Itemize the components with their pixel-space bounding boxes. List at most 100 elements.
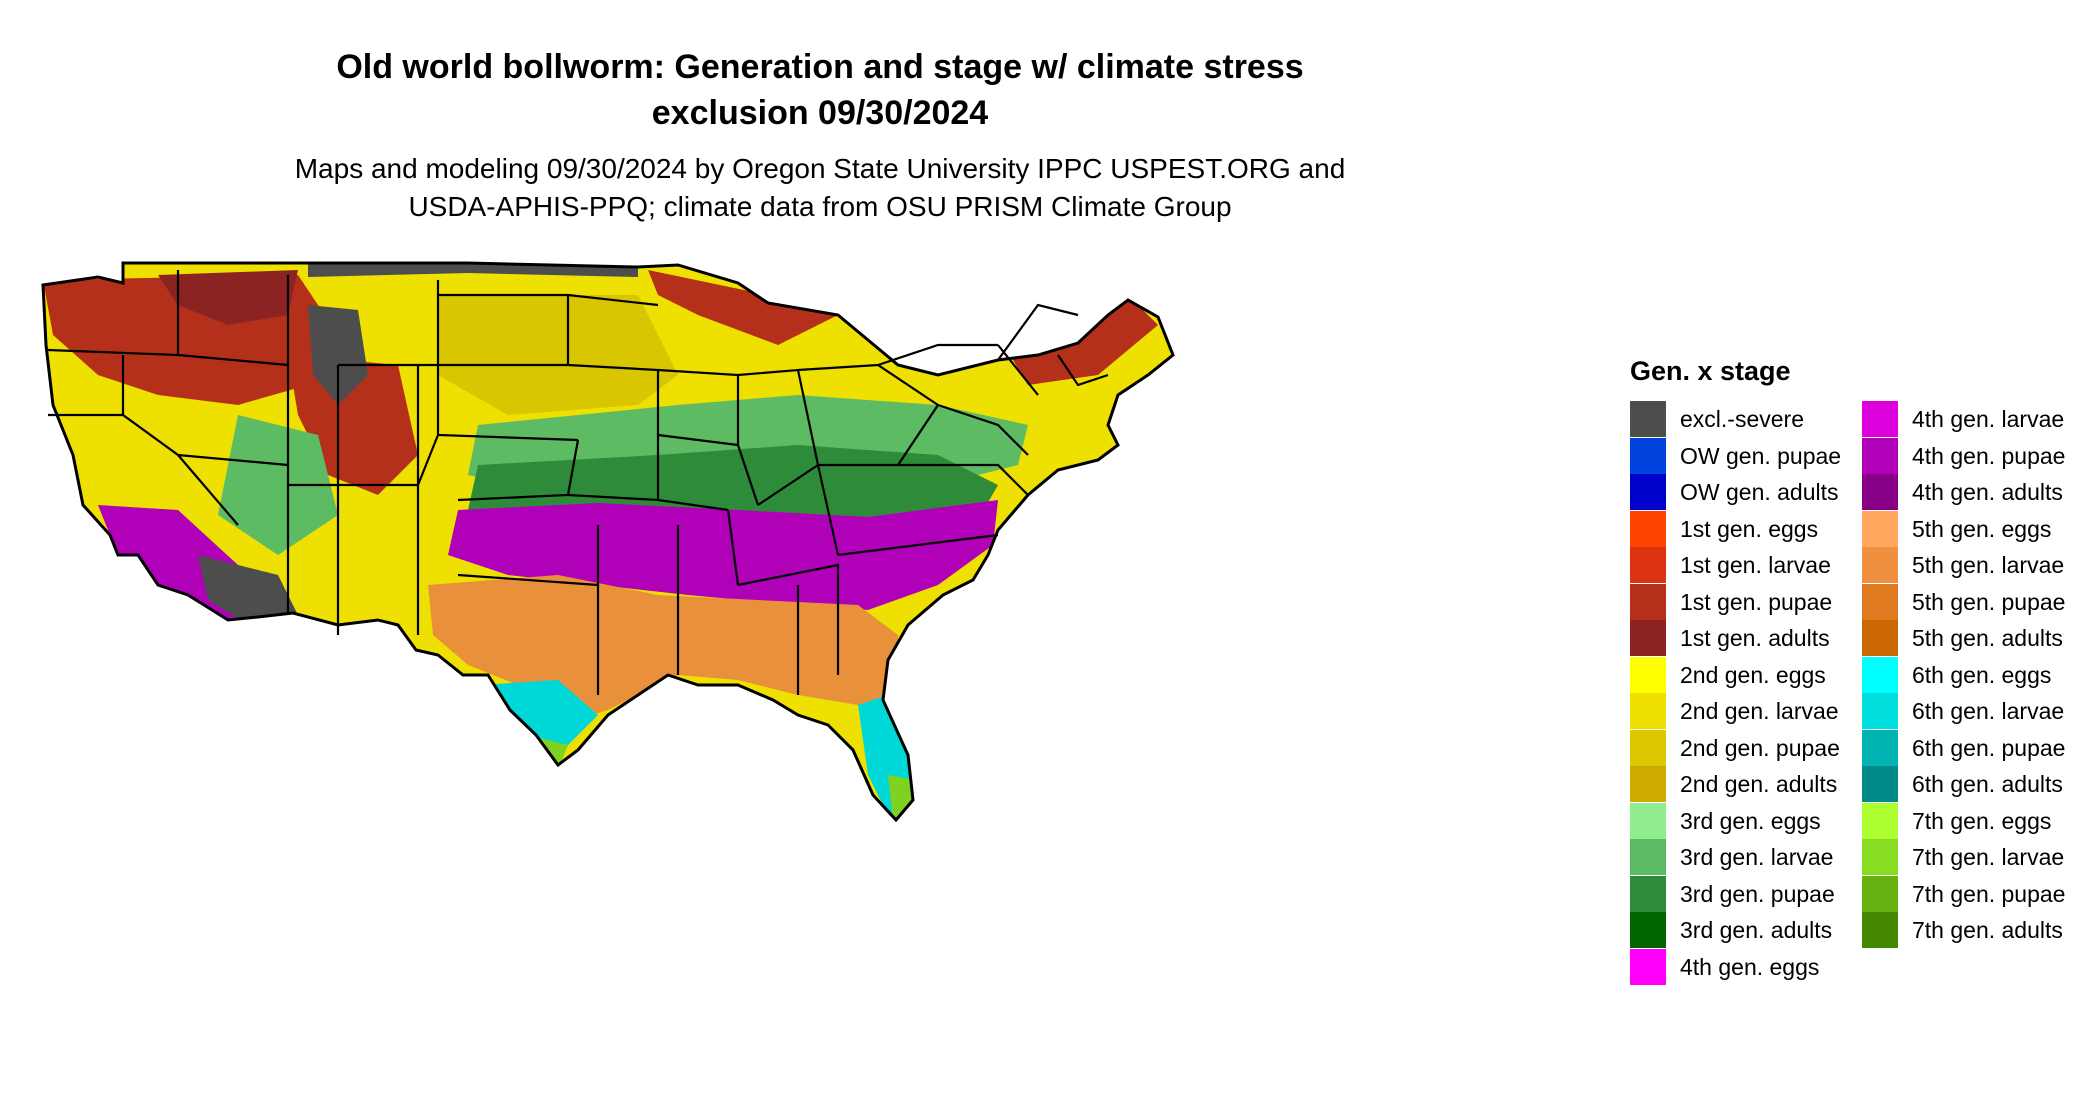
legend-item: 7th gen. eggs [1862, 802, 2092, 839]
legend-swatch [1862, 474, 1898, 510]
legend-swatch [1630, 729, 1666, 766]
legend-swatch [1630, 839, 1666, 875]
legend-item: excl.-severe [1630, 401, 1860, 437]
legend-label: 5th gen. adults [1912, 625, 2063, 651]
legend-item: 1st gen. pupae [1630, 583, 1860, 620]
legend-swatch [1862, 401, 1898, 437]
legend-label: 4th gen. pupae [1912, 442, 2066, 469]
legend-label: 5th gen. eggs [1912, 515, 2052, 542]
legend-swatch [1630, 620, 1666, 656]
legend-swatch [1630, 583, 1666, 620]
legend-swatch [1630, 656, 1666, 693]
legend-item: 5th gen. eggs [1862, 510, 2092, 547]
us-generation-map [41, 261, 1175, 823]
legend-swatch [1630, 802, 1666, 839]
legend-swatch [1630, 401, 1666, 437]
legend-label: 1st gen. pupae [1680, 588, 1833, 615]
legend-swatch [1630, 912, 1666, 948]
legend-swatch [1630, 948, 1666, 985]
legend-label: 6th gen. pupae [1912, 734, 2066, 761]
zone-3rd-gen-larvae-west [218, 415, 338, 555]
map-legend: Gen. x stage excl.-severe OW gen. pupae OW… [1630, 356, 2090, 996]
zone-excl-severe-rockies [308, 305, 368, 405]
legend-item: 4th gen. adults [1862, 474, 2092, 510]
legend-swatch [1630, 875, 1666, 912]
zone-6th-gen-larvae-texas [478, 680, 598, 755]
legend-label: 4th gen. larvae [1912, 406, 2065, 432]
legend-label: 3rd gen. larvae [1680, 844, 1834, 870]
legend-swatch [1862, 437, 1898, 474]
legend-swatch [1630, 547, 1666, 583]
legend-label: 7th gen. larvae [1912, 844, 2065, 870]
legend-title: Gen. x stage [1630, 356, 1791, 386]
legend-label: 5th gen. larvae [1912, 552, 2065, 578]
legend-item: 5th gen. pupae [1862, 583, 2092, 620]
map-title-line-1: Old world bollworm: Generation and stage… [336, 48, 1304, 86]
legend-swatch [1630, 474, 1666, 510]
legend-label: 6th gen. larvae [1912, 698, 2065, 724]
legend-item: 2nd gen. eggs [1630, 656, 1860, 693]
legend-item: 3rd gen. eggs [1630, 802, 1860, 839]
legend-swatch [1862, 620, 1898, 656]
legend-label: excl.-severe [1680, 406, 1804, 432]
legend-swatch [1862, 510, 1898, 547]
legend-item: 2nd gen. adults [1630, 766, 1860, 802]
legend-item: 4th gen. larvae [1862, 401, 2092, 437]
legend-label: 2nd gen. adults [1680, 771, 1838, 797]
legend-swatch [1862, 802, 1898, 839]
legend-label: 1st gen. larvae [1680, 552, 1831, 578]
legend-swatch [1862, 839, 1898, 875]
legend-label: 4th gen. eggs [1680, 953, 1820, 980]
legend-swatch [1862, 693, 1898, 729]
legend-swatch [1862, 547, 1898, 583]
map-title-line-2: exclusion 09/30/2024 [651, 94, 989, 132]
legend-label: OW gen. adults [1680, 479, 1839, 505]
legend-item: 1st gen. larvae [1630, 547, 1860, 583]
us-outline [41, 261, 1175, 823]
legend-label: 6th gen. eggs [1912, 661, 2052, 688]
legend-swatch [1630, 766, 1666, 802]
legend-item: 3rd gen. adults [1630, 912, 1860, 948]
legend-swatch [1630, 510, 1666, 547]
legend-item: 6th gen. eggs [1862, 656, 2092, 693]
map-subtitle-line-1: Maps and modeling 09/30/2024 by Oregon S… [294, 153, 1346, 184]
legend-swatch [1630, 693, 1666, 729]
legend-item: 3rd gen. pupae [1630, 875, 1860, 912]
legend-item: 1st gen. adults [1630, 620, 1860, 656]
legend-label: 7th gen. adults [1912, 917, 2063, 943]
legend-label: 5th gen. pupae [1912, 588, 2066, 615]
zone-2nd-gen-pupae [438, 295, 678, 415]
zone-1st-gen-pupae-great-lakes [648, 270, 838, 345]
legend-item: 2nd gen. pupae [1630, 729, 1860, 766]
legend-swatch [1862, 729, 1898, 766]
legend-label: 1st gen. adults [1680, 625, 1830, 651]
map-subtitle-line-2: USDA-APHIS-PPQ; climate data from OSU PR… [408, 191, 1232, 222]
zone-excl-severe-southwest [198, 555, 298, 625]
legend-swatch [1862, 912, 1898, 948]
legend-label: 2nd gen. pupae [1680, 734, 1840, 761]
legend-item: 6th gen. adults [1862, 766, 2092, 802]
legend-label: 7th gen. pupae [1912, 880, 2066, 907]
legend-swatch [1862, 656, 1898, 693]
legend-label: OW gen. pupae [1680, 442, 1842, 469]
state-boundaries [47, 270, 1109, 695]
legend-item: 6th gen. larvae [1862, 693, 2092, 729]
legend-item: 7th gen. larvae [1862, 839, 2092, 875]
map-title: Old world bollworm: Generation and stage… [140, 44, 1500, 136]
legend-item: 7th gen. adults [1862, 912, 2092, 948]
legend-swatch [1862, 766, 1898, 802]
legend-label: 6th gen. adults [1912, 771, 2063, 797]
map-subtitle: Maps and modeling 09/30/2024 by Oregon S… [140, 150, 1500, 226]
legend-item: 3rd gen. larvae [1630, 839, 1860, 875]
legend-item: 6th gen. pupae [1862, 729, 2092, 766]
zone-1st-gen-adults-north [158, 270, 298, 325]
legend-label: 3rd gen. eggs [1680, 807, 1821, 834]
map-zones [43, 263, 1173, 820]
legend-swatch [1862, 583, 1898, 620]
legend-label: 2nd gen. eggs [1680, 661, 1826, 688]
legend-item: 4th gen. eggs [1630, 948, 1860, 985]
legend-label: 2nd gen. larvae [1680, 698, 1839, 724]
legend-item: 2nd gen. larvae [1630, 693, 1860, 729]
legend-item: 5th gen. larvae [1862, 547, 2092, 583]
legend-item: 7th gen. pupae [1862, 875, 2092, 912]
